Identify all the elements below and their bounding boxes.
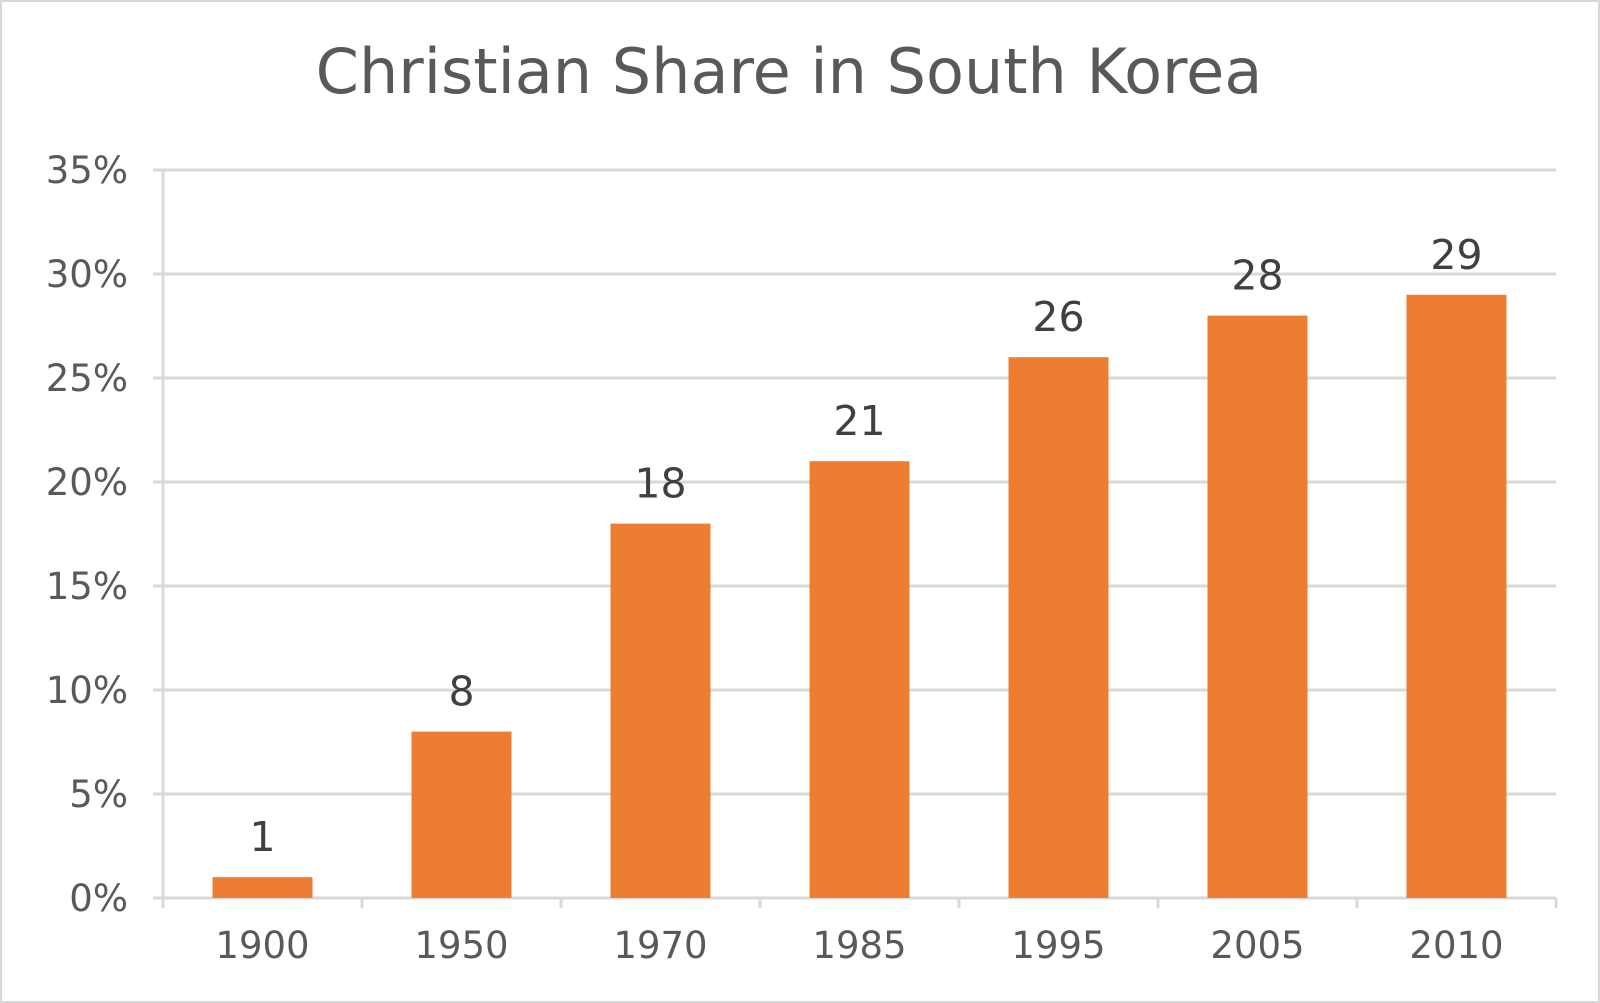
y-tick-label: 10%: [46, 669, 128, 712]
y-tick-label: 20%: [46, 461, 128, 504]
bar-1970: [610, 523, 711, 898]
x-tick-label: 1970: [613, 924, 707, 967]
x-tick-label: 2005: [1210, 924, 1304, 967]
y-tick-label: 5%: [69, 773, 128, 816]
data-label: 28: [1231, 252, 1283, 300]
data-label: 8: [448, 668, 474, 716]
bar-1995: [1008, 357, 1109, 898]
y-tick-label: 15%: [46, 565, 128, 608]
data-label: 29: [1430, 231, 1482, 279]
bar-1900: [212, 877, 313, 898]
bar-1950: [411, 731, 512, 898]
y-tick-label: 25%: [46, 357, 128, 400]
data-label: 18: [634, 460, 686, 508]
data-label: 1: [249, 813, 275, 861]
x-tick-label: 1995: [1011, 924, 1105, 967]
data-label: 26: [1032, 293, 1084, 341]
y-tick-label: 35%: [46, 149, 128, 192]
bar-1985: [809, 461, 910, 898]
gridlines: [153, 168, 1556, 796]
axes: 0% 5% 10% 15% 20% 25% 30% 35% 1900 1950 1970 1985 19…: [46, 149, 1558, 967]
x-tick-label: 1950: [414, 924, 508, 967]
y-tick-label: 30%: [46, 253, 128, 296]
bars: [212, 294, 1507, 899]
x-tick-label: 2010: [1409, 924, 1503, 967]
bar-2005: [1207, 315, 1308, 899]
data-label: 21: [833, 397, 885, 445]
x-tick-label: 1900: [215, 924, 309, 967]
y-tick-label: 0%: [69, 877, 128, 920]
bar-2010: [1406, 294, 1507, 898]
chart-title: Christian Share in South Korea: [316, 35, 1263, 108]
x-tick-label: 1985: [812, 924, 906, 967]
